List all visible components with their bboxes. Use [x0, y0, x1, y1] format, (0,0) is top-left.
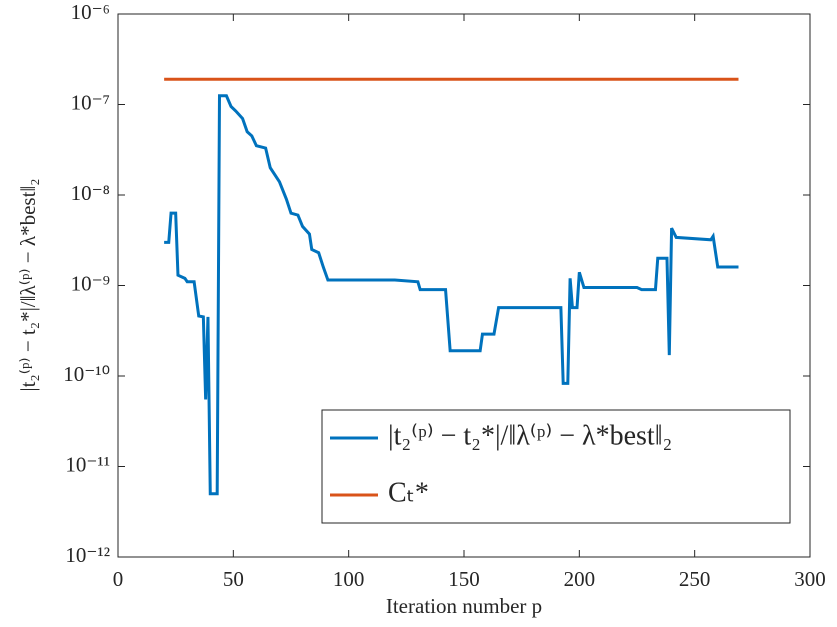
x-axis-label: Iteration number p — [386, 594, 542, 618]
x-tick-label: 300 — [794, 567, 826, 591]
x-tick-label: 250 — [679, 567, 711, 591]
x-tick-label: 150 — [448, 567, 480, 591]
y-tick-label: 10⁻⁷ — [71, 90, 110, 114]
y-tick-label: 10⁻¹² — [65, 543, 110, 567]
line-series — [164, 94, 739, 496]
y-tick-label: 10⁻¹¹ — [65, 452, 110, 476]
x-tick-label: 50 — [223, 567, 244, 591]
y-tick-label: 10⁻⁸ — [71, 181, 110, 205]
legend-label: Cₜ* — [388, 477, 429, 508]
y-tick-label: 10⁻¹⁰ — [63, 362, 110, 386]
y-axis-label: |t₂⁽ᵖ⁾ − t₂*|/‖λ⁽ᵖ⁾ − λ*best‖₂ — [16, 178, 40, 391]
x-tick-label: 100 — [333, 567, 365, 591]
y-tick-label: 10⁻⁶ — [71, 0, 110, 24]
y-tick-label: 10⁻⁹ — [71, 271, 110, 295]
legend-box — [321, 409, 791, 524]
x-tick-label: 0 — [113, 567, 124, 591]
x-tick-label: 200 — [564, 567, 596, 591]
legend-label: |t₂⁽ᵖ⁾ − t₂*|/‖λ⁽ᵖ⁾ − λ*best‖₂ — [388, 420, 672, 451]
